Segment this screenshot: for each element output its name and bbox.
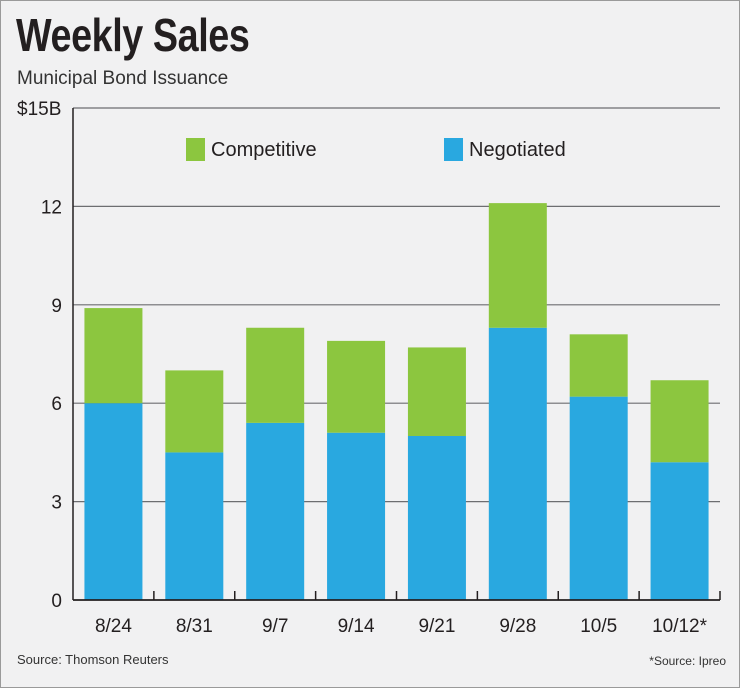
y-tick-label: $15B — [17, 99, 61, 120]
x-tick-label: 10/12* — [652, 616, 708, 637]
y-tick-label: 3 — [51, 493, 62, 514]
bar-negotiated-10-12- — [650, 462, 709, 600]
x-tick-label: 10/5 — [580, 616, 617, 637]
bar-negotiated-9-21 — [407, 436, 466, 600]
legend-swatch-competitive — [186, 138, 205, 161]
legend-swatch-negotiated — [444, 138, 463, 161]
bar-competitive-9-14 — [327, 340, 386, 433]
bar-negotiated-8-24 — [84, 403, 143, 600]
bar-competitive-9-28 — [488, 203, 547, 328]
y-tick-label: 6 — [51, 394, 62, 415]
x-tick-label: 9/28 — [499, 616, 536, 637]
chart-title: Weekly Sales — [16, 9, 250, 61]
bar-competitive-10-12- — [650, 380, 709, 463]
legend-label-negotiated: Negotiated — [469, 139, 566, 161]
x-tick-label: 8/24 — [95, 616, 132, 637]
x-tick-label: 8/31 — [176, 616, 213, 637]
y-tick-label: 0 — [51, 591, 62, 612]
source-note-left: Source: Thomson Reuters — [17, 652, 169, 667]
legend-label-competitive: Competitive — [211, 139, 317, 161]
bar-negotiated-9-14 — [327, 432, 386, 600]
x-tick-label: 9/14 — [338, 616, 375, 637]
bar-competitive-9-7 — [246, 327, 305, 423]
bar-negotiated-9-28 — [488, 327, 547, 600]
bar-competitive-9-21 — [407, 347, 466, 436]
y-tick-label: 9 — [51, 296, 62, 317]
bar-negotiated-9-7 — [246, 422, 305, 600]
y-tick-label: 12 — [41, 197, 62, 218]
bar-negotiated-8-31 — [165, 452, 224, 600]
bar-competitive-8-24 — [84, 308, 143, 404]
bar-competitive-8-31 — [165, 370, 224, 453]
chart-subtitle: Municipal Bond Issuance — [17, 68, 229, 89]
bar-competitive-10-5 — [569, 334, 628, 397]
source-note-right: *Source: Ipreo — [649, 654, 726, 668]
x-tick-label: 9/7 — [262, 616, 288, 637]
bar-negotiated-10-5 — [569, 396, 628, 600]
x-tick-label: 9/21 — [418, 616, 455, 637]
